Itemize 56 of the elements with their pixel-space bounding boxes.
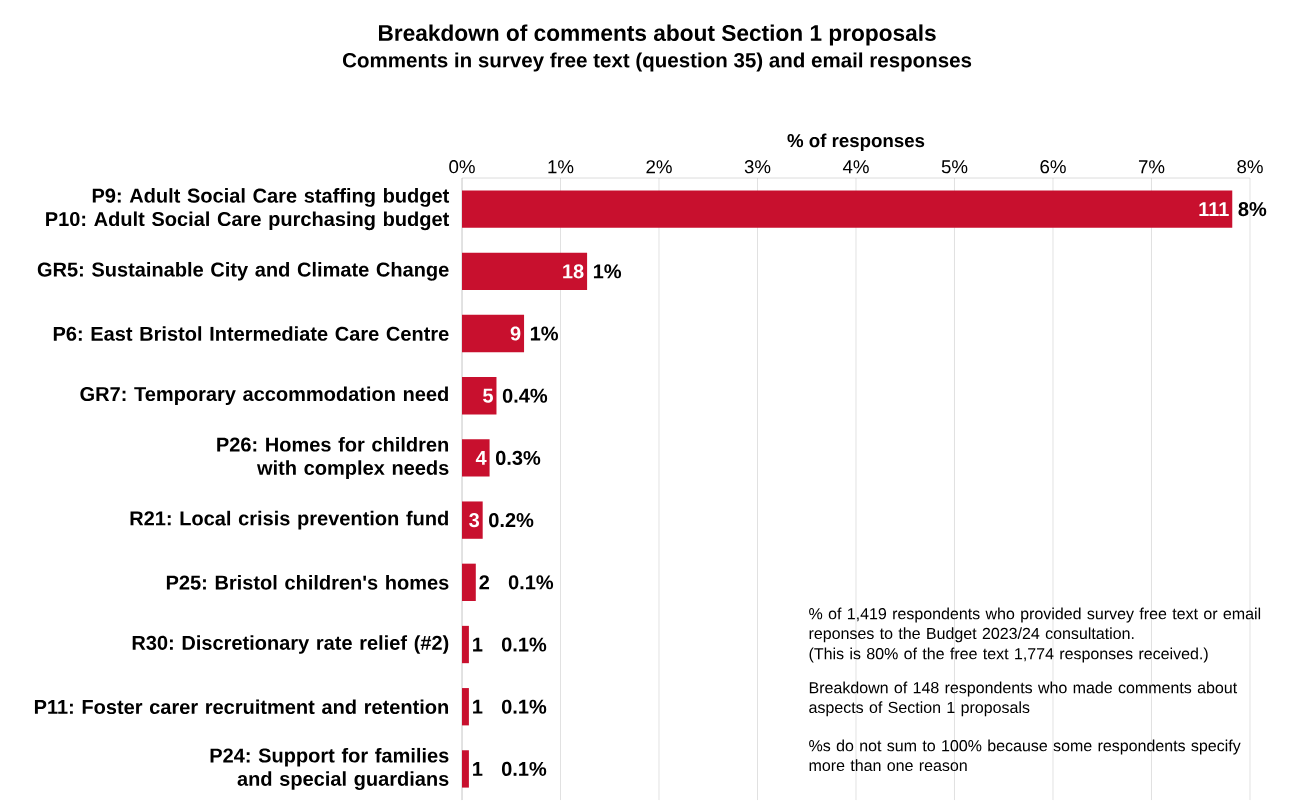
- data-label: 0.3%: [495, 450, 541, 466]
- annotation: 1: [473, 762, 483, 776]
- bar: [462, 750, 469, 788]
- annotation: %s do not sum to 100% because some respondents specify more than one reason: [809, 739, 1241, 772]
- annotation: (This is 80% of the free text 1,774 responses received.): [809, 647, 1208, 663]
- data-label: 0.4%: [502, 388, 548, 403]
- data-label: 1%: [593, 264, 622, 279]
- y-tick-label: P6: East Bristol Intermediate Care Centre: [53, 326, 449, 341]
- x-tick-label: 6%: [1040, 160, 1066, 174]
- x-tick-label: 2%: [646, 160, 672, 174]
- x-tick-label: 8%: [1237, 160, 1263, 174]
- x-tick-label: 7%: [1138, 160, 1165, 174]
- y-tick-label: R30: Discretionary rate relief (#2): [132, 635, 449, 654]
- y-tick-label: P25: Bristol children's homes: [166, 574, 449, 590]
- annotation: 1: [473, 637, 483, 652]
- bar: [462, 439, 490, 477]
- bar: [462, 252, 588, 290]
- data-label: 0.1%: [501, 699, 547, 714]
- data-label: 0.1%: [501, 637, 547, 652]
- annotation: 9: [510, 326, 521, 341]
- bar: [462, 563, 476, 601]
- y-tick-label: P9: Adult Social Care staffing budget P10: Adult Social Care purchasing budget: [46, 188, 450, 231]
- data-label: 0.1%: [501, 761, 547, 776]
- y-tick-label: P24: Support for families and special guardians: [210, 747, 449, 790]
- data-label: 0.1%: [508, 575, 554, 590]
- y-tick-label: GR5: Sustainable City and Climate Change: [37, 261, 449, 281]
- chart-title: Breakdown of comments about Section 1 proposals: [379, 24, 936, 46]
- x-tick-label: 3%: [744, 160, 771, 174]
- y-tick-label: P26: Homes for children with complex needs: [217, 436, 449, 479]
- annotation: 5: [483, 388, 493, 403]
- annotation: 3: [469, 513, 480, 528]
- bar: [462, 501, 483, 539]
- x-axis-title: % of responses: [787, 133, 925, 151]
- bar: [462, 314, 525, 353]
- annotation: Breakdown of 148 respondents who made comments about aspects of Section 1 proposals: [809, 681, 1238, 717]
- annotation: 4: [475, 451, 487, 465]
- data-label: 0.2%: [489, 513, 534, 528]
- annotation: % of 1,419 respondents who provided survey free text or email reponses to the Budget 2023/24 consultation.: [809, 607, 1261, 643]
- x-tick-label: 0%: [449, 160, 475, 174]
- y-tick-label: R21: Local crisis prevention fund: [130, 510, 448, 530]
- data-label: 1%: [530, 326, 559, 341]
- y-tick-label: P11: Foster carer recruitment and retention: [34, 699, 449, 715]
- bar: [462, 377, 497, 415]
- annotation: 18: [563, 264, 584, 279]
- chart-subtitle: Comments in survey free text (question 35) and email responses: [342, 52, 972, 72]
- bar: [462, 190, 1233, 228]
- x-tick-label: 4%: [842, 160, 869, 174]
- annotation: 111: [1199, 202, 1229, 216]
- y-tick-label: GR7: Temporary accommodation need: [80, 386, 448, 406]
- x-tick-label: 5%: [941, 160, 968, 174]
- bar: [462, 625, 469, 664]
- annotation: 1: [473, 699, 483, 714]
- x-tick-label: 1%: [548, 160, 574, 174]
- bar: [462, 688, 469, 726]
- annotation: 2: [479, 575, 490, 590]
- data-label: 8%: [1238, 202, 1267, 217]
